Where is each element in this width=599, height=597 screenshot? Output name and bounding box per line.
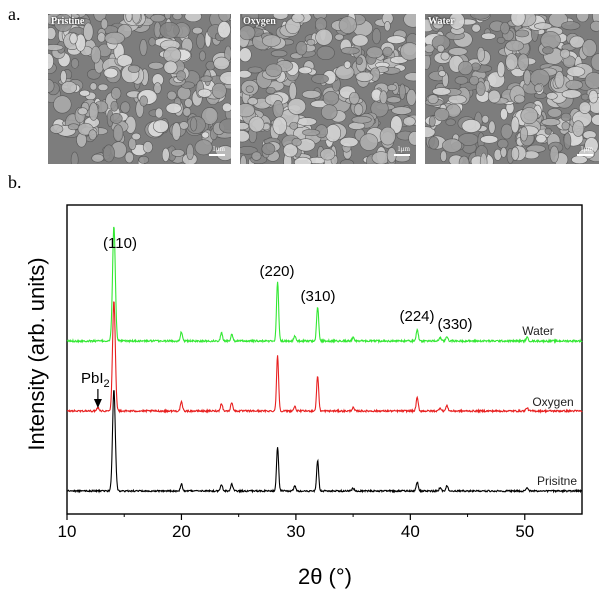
x-tick-label: 20: [172, 522, 191, 541]
plot-frame: [66, 204, 583, 515]
pbi2-label: PbI2: [81, 370, 110, 390]
series-label-water: Water: [522, 324, 554, 338]
x-axis-title: 2θ (°): [298, 564, 352, 589]
scale-text: 1μm: [397, 145, 410, 153]
peak-label: (310): [300, 288, 335, 305]
annotation-group: (110) (220) (310) (224) (330) PbI2: [81, 235, 473, 408]
series-group: Water Oxygen Prisitne: [66, 226, 583, 494]
sem-image-pristine: Pristine 1μm: [48, 14, 231, 164]
sem-image-water: Water 1μm: [425, 14, 599, 164]
panel-b-label: b.: [8, 172, 22, 192]
series-line-prisitne: [66, 390, 583, 494]
scale-text: 1μm: [580, 145, 593, 153]
scale-bar: [209, 154, 225, 156]
sem-image-oxygen: Oxygen 1μm: [240, 14, 416, 164]
panel-a-label: a.: [8, 4, 21, 24]
series-line-water: [66, 226, 583, 345]
scale-bar: [394, 154, 410, 156]
scale-text: 1μm: [212, 145, 225, 153]
sem-label-pristine: Pristine: [51, 16, 85, 27]
peak-label: (330): [437, 316, 472, 333]
sem-label-water: Water: [428, 16, 455, 27]
ticks-group: 10 20 30 40 50: [58, 514, 534, 541]
x-tick-label: 40: [401, 522, 420, 541]
pbi2-arrow-head: [93, 399, 102, 408]
series-line-oxygen: [66, 301, 583, 414]
scale-bar: [577, 154, 593, 156]
series-label-oxygen: Oxygen: [532, 395, 573, 409]
peak-label: (220): [259, 263, 294, 280]
sem-label-oxygen: Oxygen: [243, 16, 276, 27]
series-label-prisitne: Prisitne: [537, 474, 577, 488]
peak-label: (110): [103, 235, 137, 252]
peak-label: (224): [399, 308, 434, 325]
x-tick-label: 50: [515, 522, 534, 541]
x-tick-label: 10: [58, 522, 77, 541]
y-axis-title: Intensity (arb. units): [24, 257, 49, 450]
x-tick-label: 30: [286, 522, 305, 541]
